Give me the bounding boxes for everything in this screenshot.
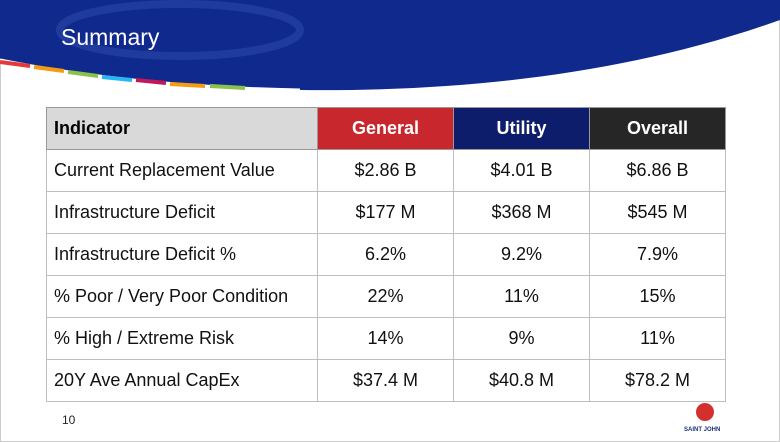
table-cell: $545 M: [589, 191, 726, 234]
row-label: 20Y Ave Annual CapEx: [46, 359, 318, 402]
table-cell: 11%: [589, 317, 726, 360]
page-number: 10: [62, 413, 76, 427]
slide-title: Summary: [61, 24, 160, 50]
table-cell: 15%: [589, 275, 726, 318]
row-label: Infrastructure Deficit %: [46, 233, 318, 276]
table-row: Infrastructure Deficit % 6.2% 9.2% 7.9%: [46, 233, 726, 276]
stripe: [101, 75, 133, 82]
column-header: Utility: [453, 107, 590, 150]
stripe: [0, 60, 31, 68]
table-row: % Poor / Very Poor Condition 22% 11% 15%: [46, 275, 726, 318]
table-row: % High / Extreme Risk 14% 9% 11%: [46, 317, 726, 360]
column-header: Overall: [589, 107, 726, 150]
row-label: % Poor / Very Poor Condition: [46, 275, 318, 318]
table-cell: $177 M: [317, 191, 454, 234]
row-label: Infrastructure Deficit: [46, 191, 318, 234]
stripe: [209, 84, 246, 90]
table-cell: $6.86 B: [589, 149, 726, 192]
table-cell: 6.2%: [317, 233, 454, 276]
header-swirl: [56, 0, 304, 60]
table-cell: $78.2 M: [589, 359, 726, 402]
table-cell: 9%: [453, 317, 590, 360]
table-cell: 11%: [453, 275, 590, 318]
header-band: [0, 0, 780, 91]
table-cell: $4.01 B: [453, 149, 590, 192]
column-header: General: [317, 107, 454, 150]
logo-mark: [696, 403, 714, 421]
table-cell: $37.4 M: [317, 359, 454, 402]
stripe: [135, 78, 167, 85]
table-row: Infrastructure Deficit $177 M $368 M $545 M: [46, 191, 726, 234]
table-cell: $40.8 M: [453, 359, 590, 402]
header-row: Indicator General Utility Overall: [46, 107, 726, 150]
table-cell: 9.2%: [453, 233, 590, 276]
table-cell: $2.86 B: [317, 149, 454, 192]
stripe: [33, 65, 65, 73]
table-cell: 14%: [317, 317, 454, 360]
stripe: [67, 70, 99, 78]
logo-text: SAINT JOHN: [684, 427, 721, 433]
column-header: Indicator: [46, 107, 318, 150]
row-label: Current Replacement Value: [46, 149, 318, 192]
stripe: [169, 82, 206, 88]
summary-table: Indicator General Utility Overall Current Re…: [46, 107, 726, 402]
table-row: Current Replacement Value $2.86 B $4.01 B $…: [46, 149, 726, 192]
row-label: % High / Extreme Risk: [46, 317, 318, 360]
table-cell: 22%: [317, 275, 454, 318]
table-cell: 7.9%: [589, 233, 726, 276]
table-cell: $368 M: [453, 191, 590, 234]
table-row: 20Y Ave Annual CapEx $37.4 M $40.8 M $78.2 …: [46, 359, 726, 402]
